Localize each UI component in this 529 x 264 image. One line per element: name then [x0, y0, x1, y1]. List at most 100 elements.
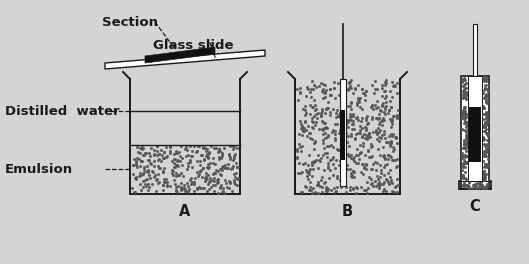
Point — [198, 166, 207, 170]
Point — [188, 180, 196, 184]
Point — [329, 145, 338, 149]
Point — [334, 114, 343, 118]
Point — [480, 86, 489, 90]
Point — [210, 171, 218, 175]
Point — [308, 125, 316, 129]
Point — [309, 159, 318, 163]
Point — [189, 189, 198, 193]
Point — [482, 143, 490, 148]
Point — [354, 96, 362, 100]
Point — [178, 174, 187, 178]
Point — [128, 186, 136, 190]
Point — [340, 123, 349, 127]
Point — [481, 147, 490, 151]
Point — [370, 179, 379, 183]
Point — [381, 95, 389, 100]
Point — [186, 178, 194, 183]
Point — [205, 180, 213, 185]
Point — [362, 163, 370, 167]
Point — [379, 145, 387, 149]
Point — [372, 184, 380, 188]
Point — [299, 162, 308, 166]
Point — [322, 87, 330, 92]
Point — [329, 162, 337, 166]
Point — [341, 190, 350, 194]
Point — [385, 182, 394, 186]
Point — [145, 154, 154, 158]
Point — [331, 138, 339, 143]
Point — [390, 83, 398, 87]
Point — [314, 191, 322, 195]
Point — [378, 133, 387, 137]
Point — [368, 116, 377, 121]
Point — [389, 114, 398, 118]
Point — [462, 183, 470, 187]
Point — [331, 136, 339, 140]
Point — [320, 126, 329, 130]
Point — [307, 190, 316, 195]
Point — [204, 156, 212, 160]
Point — [321, 95, 329, 99]
Point — [367, 142, 376, 146]
Point — [183, 167, 191, 171]
Point — [464, 183, 472, 187]
Point — [322, 187, 331, 191]
Point — [303, 134, 312, 138]
Point — [143, 164, 151, 168]
Point — [346, 100, 355, 104]
Point — [193, 144, 202, 148]
Point — [462, 161, 471, 166]
Point — [188, 154, 197, 159]
Point — [390, 190, 398, 194]
Point — [346, 78, 355, 82]
Point — [369, 130, 377, 134]
Point — [320, 167, 329, 172]
Point — [372, 132, 381, 136]
Point — [478, 185, 487, 190]
Point — [458, 156, 467, 160]
Point — [160, 149, 169, 154]
Point — [324, 106, 332, 110]
Point — [353, 101, 361, 105]
Point — [459, 109, 468, 113]
Point — [458, 173, 467, 177]
Point — [346, 118, 355, 122]
Point — [462, 130, 471, 134]
Point — [461, 165, 470, 169]
Point — [371, 79, 379, 83]
Point — [155, 166, 163, 170]
Point — [163, 154, 172, 158]
Point — [481, 122, 490, 126]
Point — [462, 154, 471, 158]
Point — [481, 177, 489, 181]
Point — [349, 119, 357, 123]
Point — [196, 159, 205, 163]
Point — [483, 162, 491, 166]
Point — [368, 144, 377, 148]
Point — [202, 171, 211, 175]
Point — [161, 177, 170, 182]
Point — [145, 161, 154, 165]
Point — [382, 140, 390, 144]
Point — [380, 153, 388, 157]
Point — [380, 154, 389, 159]
Point — [334, 148, 342, 152]
Point — [381, 94, 390, 98]
Point — [481, 77, 490, 81]
Point — [142, 168, 151, 173]
Point — [193, 170, 202, 175]
Point — [323, 186, 332, 190]
Point — [371, 160, 379, 164]
Point — [231, 161, 240, 165]
Point — [482, 142, 491, 146]
Point — [462, 92, 470, 97]
Point — [163, 184, 171, 188]
Point — [365, 132, 373, 136]
Point — [393, 113, 401, 117]
Point — [309, 186, 317, 190]
Point — [159, 177, 168, 181]
Point — [480, 76, 489, 80]
Point — [133, 145, 141, 149]
Point — [338, 147, 346, 151]
Point — [340, 86, 348, 90]
